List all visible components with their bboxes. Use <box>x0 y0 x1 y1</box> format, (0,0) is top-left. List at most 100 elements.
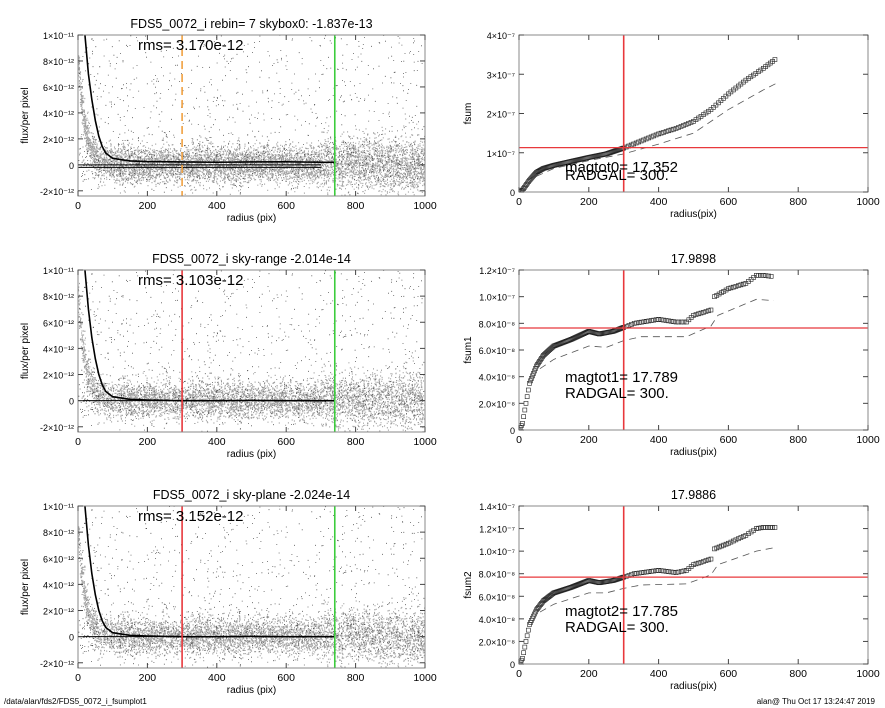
x-tick-label: 200 <box>580 196 598 208</box>
series-marker <box>641 137 646 143</box>
y-tick-label: 1×10⁻¹¹ <box>43 266 74 276</box>
series-marker <box>696 560 701 566</box>
series-marker <box>696 311 701 317</box>
series-marker <box>706 108 711 114</box>
series-marker <box>673 126 679 131</box>
series-marker <box>656 568 661 573</box>
series-marker <box>728 285 734 291</box>
y-tick-label: 1×10⁻⁷ <box>487 149 515 159</box>
series-marker <box>728 539 734 545</box>
series-marker <box>768 274 774 279</box>
series-marker <box>751 72 756 78</box>
series-marker <box>754 526 759 531</box>
x-tick-label: 600 <box>277 200 295 212</box>
y-tick-label: 6.0×10⁻⁸ <box>479 346 516 356</box>
series-marker <box>522 407 528 413</box>
series-marker <box>524 633 530 639</box>
series-marker <box>693 561 699 567</box>
series-marker <box>524 394 530 399</box>
annotation-text: rms= 3.103e-12 <box>138 272 243 289</box>
x-tick-label: 800 <box>347 672 365 684</box>
series-marker <box>751 527 757 533</box>
panel-3: 0 200 400 600 800 1000 0 2.0×10⁻⁸ 4.0×10⁻⁸ 6.0×10… <box>463 252 880 458</box>
y-tick-label: 0 <box>69 397 74 407</box>
series-marker <box>738 535 744 540</box>
x-tick-label: 400 <box>208 200 226 212</box>
axes-frame <box>77 34 426 197</box>
x-tick-label: 0 <box>75 672 81 684</box>
panel-2: 0 200 400 600 800 1000-2×10⁻¹²02×10⁻¹²4×10⁻¹²… <box>20 252 437 460</box>
y-tick-label: 2×10⁻¹² <box>43 607 74 617</box>
series-marker <box>681 123 686 128</box>
series-marker <box>644 319 649 324</box>
chart-title: FDS5_0072_i rebin= 7 skybox0: -1.837e-13 <box>130 17 372 31</box>
series-marker <box>681 568 687 574</box>
scatter-black-points <box>78 506 425 668</box>
y-tick-label: 0 <box>510 188 515 198</box>
series-marker <box>756 69 761 75</box>
series-marker <box>701 112 706 117</box>
x-axis-label: radius (pix) <box>227 449 276 460</box>
x-tick-label: 200 <box>139 200 157 212</box>
series-marker <box>766 273 771 279</box>
series-marker <box>770 525 775 530</box>
series-marker <box>726 540 731 546</box>
series-marker <box>708 307 714 313</box>
plot-area <box>78 270 425 432</box>
y-tick-label: 0 <box>510 426 515 436</box>
series-marker <box>696 115 701 121</box>
series-marker <box>719 290 724 295</box>
x-axis-label: radius(pix) <box>670 209 717 220</box>
axes-frame <box>518 269 869 431</box>
axes-frame <box>77 269 426 433</box>
y-tick-label: 4×10⁻⁷ <box>487 31 515 41</box>
series-marker <box>636 139 641 145</box>
x-tick-label: 1000 <box>413 436 437 448</box>
dashed-series-line <box>539 547 774 613</box>
series-marker <box>530 373 535 379</box>
annotation-text: magtot2= 17.785 <box>565 603 678 620</box>
series-marker <box>748 529 754 535</box>
annotation-text: magtot1= 17.789 <box>565 369 678 386</box>
y-tick-label: 3×10⁻⁷ <box>487 70 515 80</box>
y-tick-label: 0 <box>69 161 74 171</box>
y-axis-label: fsum2 <box>463 571 474 599</box>
series-marker <box>628 142 634 148</box>
series-marker <box>646 135 651 141</box>
series-marker <box>686 121 691 126</box>
series-marker <box>753 71 759 76</box>
series-marker <box>731 284 736 290</box>
series-marker <box>708 556 714 562</box>
annotation-text: RADGAL= 300. <box>565 385 669 402</box>
series-marker <box>658 568 664 573</box>
x-tick-label: 1000 <box>856 196 880 208</box>
x-tick-label: 600 <box>720 196 738 208</box>
series-marker <box>523 401 529 406</box>
x-axis-label: radius(pix) <box>670 447 717 458</box>
dashed-series-line <box>539 298 774 369</box>
series-marker <box>634 571 639 576</box>
x-axis-label: radius (pix) <box>227 213 276 224</box>
series-marker <box>663 129 669 134</box>
series-marker <box>620 146 625 151</box>
series-marker <box>639 570 644 575</box>
series-marker <box>522 644 528 650</box>
scatter-black-points <box>78 35 425 196</box>
series-marker <box>641 570 647 575</box>
x-tick-label: 400 <box>650 196 668 208</box>
scatter-black-points <box>78 270 425 432</box>
series-marker <box>765 525 771 530</box>
series-marker <box>716 544 722 550</box>
series-marker <box>701 559 706 564</box>
y-tick-label: 4.0×10⁻⁸ <box>479 373 516 383</box>
plot-area <box>78 35 425 196</box>
series-marker <box>648 569 654 574</box>
series-marker <box>681 319 687 325</box>
x-tick-label: 0 <box>516 196 522 208</box>
x-axis-label: radius(pix) <box>670 681 717 692</box>
chart-title: 17.9886 <box>671 488 716 502</box>
series-marker <box>763 273 769 278</box>
series-marker <box>648 318 654 323</box>
y-tick-label: -2×10⁻¹² <box>40 423 74 433</box>
